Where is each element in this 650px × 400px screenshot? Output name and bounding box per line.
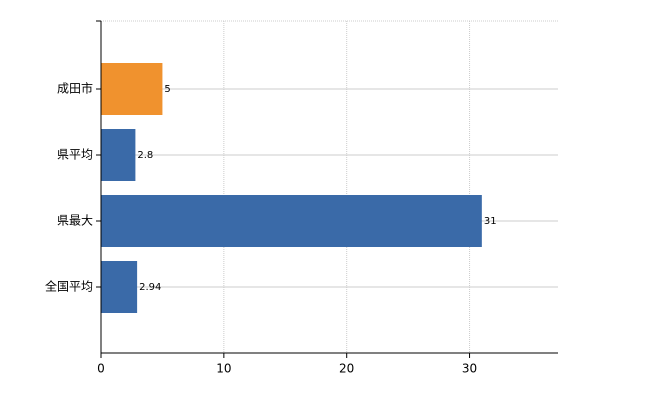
- x-tick-label: 10: [216, 362, 231, 376]
- x-tick-label: 0: [97, 362, 105, 376]
- bar: [101, 63, 163, 115]
- bar: [101, 195, 482, 247]
- y-tick-label: 全国平均: [45, 279, 93, 294]
- data-label: 2.8: [137, 150, 153, 161]
- y-tick-label: 県平均: [57, 148, 93, 162]
- bar: [101, 129, 136, 181]
- data-label: 31: [484, 216, 497, 227]
- x-tick-label: 20: [339, 362, 354, 376]
- y-tick-label: 成田市: [57, 81, 93, 96]
- data-label: 5: [164, 84, 170, 95]
- bar: [101, 261, 138, 313]
- x-tick-label: 30: [462, 362, 477, 376]
- y-tick-label: 県最大: [57, 214, 93, 228]
- data-label: 2.94: [139, 282, 161, 293]
